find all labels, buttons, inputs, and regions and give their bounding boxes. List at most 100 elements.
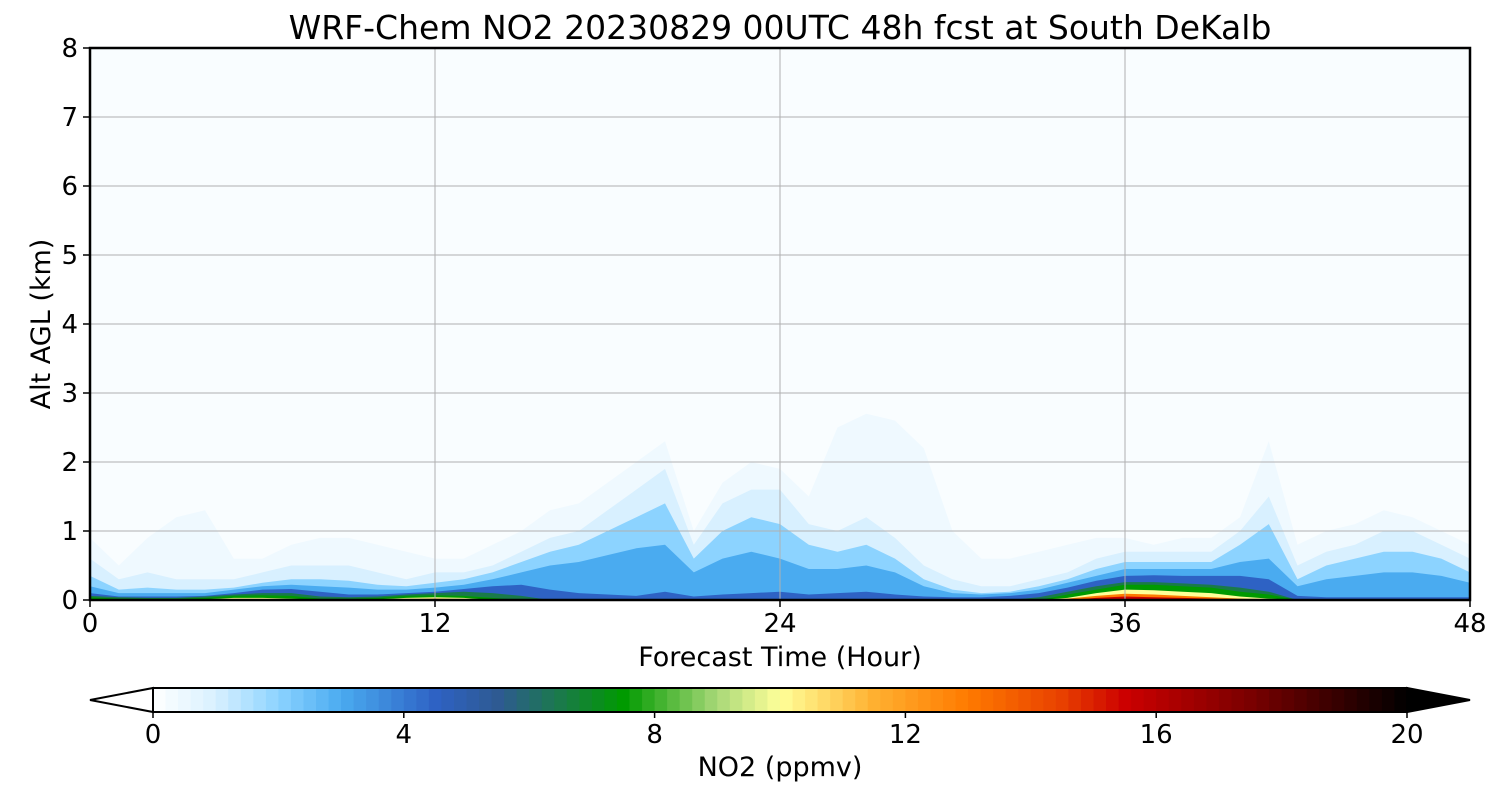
chart-title: WRF-Chem NO2 20230829 00UTC 48h fcst at … — [289, 8, 1272, 47]
colorbar-cell-97 — [1369, 688, 1383, 712]
colorbar-tick-label-3: 12 — [889, 720, 922, 750]
colorbar-cell-1 — [165, 688, 179, 712]
x-axis-ticks: 0 12 24 36 48 — [82, 600, 1487, 639]
colorbar-cell-20 — [403, 688, 417, 712]
colorbar-cell-88 — [1256, 688, 1270, 712]
colorbar-cell-73 — [1068, 688, 1082, 712]
colorbar-cell-17 — [366, 688, 380, 712]
colorbar-cell-5 — [215, 688, 229, 712]
colorbar-cell-10 — [278, 688, 292, 712]
x-tick-label-4: 48 — [1453, 609, 1486, 639]
colorbar-cell-52 — [805, 688, 819, 712]
colorbar-cell-76 — [1106, 688, 1120, 712]
colorbar-cell-99 — [1394, 688, 1408, 712]
y-tick-label-7: 7 — [61, 103, 78, 133]
colorbar-cell-77 — [1118, 688, 1132, 712]
colorbar-cell-18 — [378, 688, 392, 712]
colorbar-cell-56 — [855, 688, 869, 712]
colorbar-cell-14 — [328, 688, 342, 712]
colorbar-cell-33 — [566, 688, 580, 712]
colorbar-cell-32 — [554, 688, 568, 712]
y-tick-label-2: 2 — [61, 448, 78, 478]
colorbar-cell-87 — [1243, 688, 1258, 712]
colorbar-cell-37 — [616, 688, 631, 712]
colorbar-cell-89 — [1269, 688, 1283, 712]
colorbar-cell-9 — [265, 688, 279, 712]
colorbar-cell-58 — [880, 688, 894, 712]
colorbar-cell-57 — [867, 688, 881, 712]
colorbar-cell-75 — [1093, 688, 1107, 712]
y-tick-label-1: 1 — [61, 517, 78, 547]
colorbar-cell-98 — [1381, 688, 1396, 712]
colorbar-cell-81 — [1168, 688, 1182, 712]
colorbar-tick-label-2: 8 — [646, 720, 663, 750]
colorbar-cell-86 — [1231, 688, 1245, 712]
colorbar-cell-8 — [253, 688, 267, 712]
colorbar-cell-36 — [604, 688, 618, 712]
plot-area — [90, 48, 1470, 600]
colorbar-cell-79 — [1143, 688, 1157, 712]
x-tick-label-1: 12 — [418, 609, 451, 639]
colorbar-cell-2 — [178, 688, 192, 712]
x-tick-label-2: 24 — [763, 609, 796, 639]
colorbar-cell-69 — [1018, 688, 1032, 712]
colorbar-cell-54 — [830, 688, 844, 712]
colorbar-cell-38 — [629, 688, 643, 712]
colorbar-cell-16 — [353, 688, 367, 712]
colorbar-tick-label-5: 20 — [1390, 720, 1423, 750]
colorbar-cell-28 — [504, 688, 518, 712]
colorbar-cell-42 — [679, 688, 693, 712]
colorbar-cell-78 — [1131, 688, 1145, 712]
x-tick-label-0: 0 — [82, 609, 99, 639]
colorbar-cell-51 — [792, 688, 806, 712]
colorbar-cell-39 — [642, 688, 656, 712]
colorbar-cell-40 — [654, 688, 668, 712]
colorbar-cell-6 — [228, 688, 242, 712]
colorbar-over-arrow — [1406, 686, 1471, 714]
colorbar-cell-61 — [917, 688, 932, 712]
colorbar-cell-95 — [1344, 688, 1358, 712]
colorbar-cell-72 — [1055, 688, 1070, 712]
colorbar-cell-66 — [980, 688, 994, 712]
colorbar-cell-21 — [416, 688, 430, 712]
colorbar-cell-83 — [1193, 688, 1207, 712]
colorbar-tick-label-1: 4 — [396, 720, 413, 750]
colorbar-cell-13 — [316, 688, 330, 712]
x-axis-label: Forecast Time (Hour) — [638, 642, 922, 673]
colorbar-cell-59 — [892, 688, 906, 712]
colorbar-cell-45 — [717, 688, 731, 712]
colorbar-cell-60 — [905, 688, 919, 712]
colorbar-cell-25 — [466, 688, 480, 712]
y-tick-label-3: 3 — [61, 379, 78, 409]
colorbar-cell-65 — [968, 688, 982, 712]
colorbar-cell-4 — [203, 688, 217, 712]
colorbar-cell-27 — [491, 688, 505, 712]
colorbar: 0 4 8 12 16 20 NO2 (ppmv) — [89, 686, 1471, 783]
colorbar-cell-68 — [1005, 688, 1019, 712]
y-tick-label-8: 8 — [61, 34, 78, 64]
colorbar-cell-48 — [754, 688, 769, 712]
colorbar-cell-74 — [1080, 688, 1095, 712]
colorbar-cell-96 — [1356, 688, 1370, 712]
colorbar-cell-91 — [1294, 688, 1308, 712]
colorbar-cells — [153, 688, 1408, 712]
colorbar-cell-29 — [516, 688, 530, 712]
colorbar-ticks: 0 4 8 12 16 20 — [145, 712, 1424, 750]
grid-lines — [90, 48, 1470, 600]
colorbar-cell-7 — [240, 688, 254, 712]
colorbar-cell-71 — [1043, 688, 1057, 712]
colorbar-under-arrow — [89, 686, 154, 714]
colorbar-cell-94 — [1331, 688, 1345, 712]
y-tick-label-6: 6 — [61, 172, 78, 202]
colorbar-cell-12 — [303, 688, 317, 712]
y-tick-label-0: 0 — [61, 586, 78, 616]
colorbar-cell-23 — [441, 688, 455, 712]
colorbar-cell-41 — [667, 688, 681, 712]
colorbar-cell-84 — [1206, 688, 1220, 712]
colorbar-cell-34 — [579, 688, 593, 712]
colorbar-cell-19 — [391, 688, 405, 712]
y-axis-ticks: 0 1 2 3 4 5 6 7 8 — [61, 34, 90, 616]
colorbar-cell-15 — [341, 688, 355, 712]
colorbar-frame — [152, 687, 1408, 713]
